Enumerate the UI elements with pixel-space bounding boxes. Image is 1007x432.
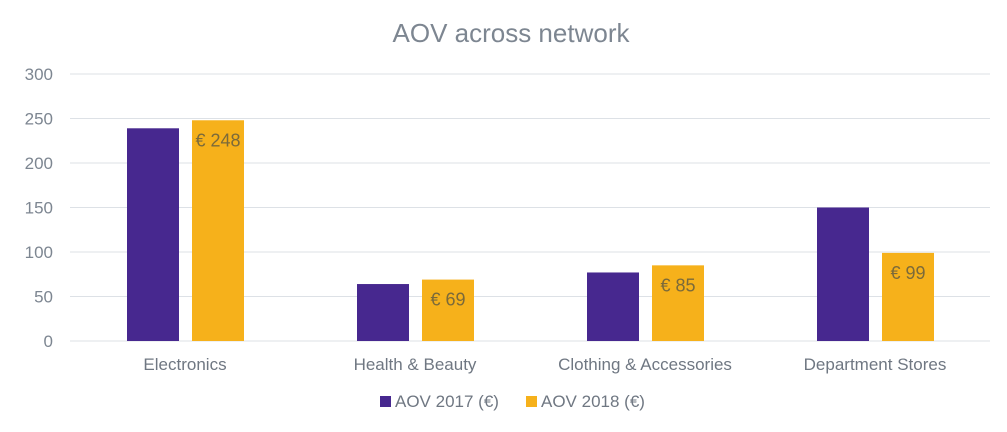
data-label: € 85 xyxy=(660,275,695,295)
x-axis-categories: Electronics Health & Beauty Clothing & Acc… xyxy=(143,355,946,374)
legend-swatch xyxy=(380,396,391,407)
bar xyxy=(652,265,704,341)
y-tick-label: 50 xyxy=(34,288,53,307)
data-label: € 99 xyxy=(890,263,925,283)
data-label: € 69 xyxy=(430,290,465,310)
x-category-label: Health & Beauty xyxy=(354,355,477,374)
y-tick-label: 300 xyxy=(25,65,53,84)
y-tick-label: 200 xyxy=(25,154,53,173)
bar xyxy=(422,279,474,341)
bar xyxy=(882,252,934,341)
y-axis-ticks: 0 50 100 150 200 250 300 xyxy=(25,65,53,351)
data-labels: € 248 € 69 € 85 € 99 xyxy=(195,130,925,309)
bar xyxy=(357,284,409,341)
y-tick-label: 150 xyxy=(25,199,53,218)
legend-label: AOV 2017 (€) xyxy=(395,392,499,411)
bar xyxy=(587,272,639,341)
bar xyxy=(817,207,869,341)
y-tick-label: 100 xyxy=(25,243,53,262)
data-label: € 248 xyxy=(195,130,240,150)
y-tick-label: 250 xyxy=(25,110,53,129)
y-tick-label: 0 xyxy=(44,332,53,351)
legend: AOV 2017 (€) AOV 2018 (€) xyxy=(380,392,645,411)
legend-label: AOV 2018 (€) xyxy=(541,392,645,411)
bars xyxy=(127,120,934,341)
bar xyxy=(192,120,244,341)
x-category-label: Electronics xyxy=(143,355,226,374)
legend-swatch xyxy=(526,396,537,407)
x-category-label: Clothing & Accessories xyxy=(558,355,732,374)
chart-title: AOV across network xyxy=(393,18,631,48)
bar xyxy=(127,128,179,341)
x-category-label: Department Stores xyxy=(804,355,947,374)
